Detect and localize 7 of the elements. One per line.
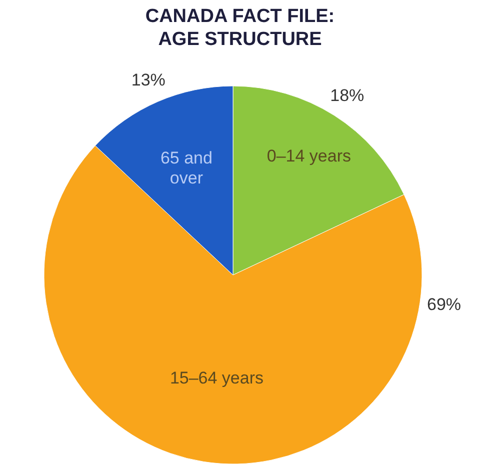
- data-label: 69%: [427, 294, 462, 314]
- data-label: 18%: [330, 86, 364, 106]
- slice-label: 65 and over: [160, 148, 212, 188]
- chart-title: CANADA FACT FILE: AGE STRUCTURE: [145, 6, 335, 50]
- data-label: 13%: [131, 70, 166, 90]
- slice-label: 0–14 years: [266, 146, 352, 166]
- slice-label: 15–64 years: [170, 368, 264, 388]
